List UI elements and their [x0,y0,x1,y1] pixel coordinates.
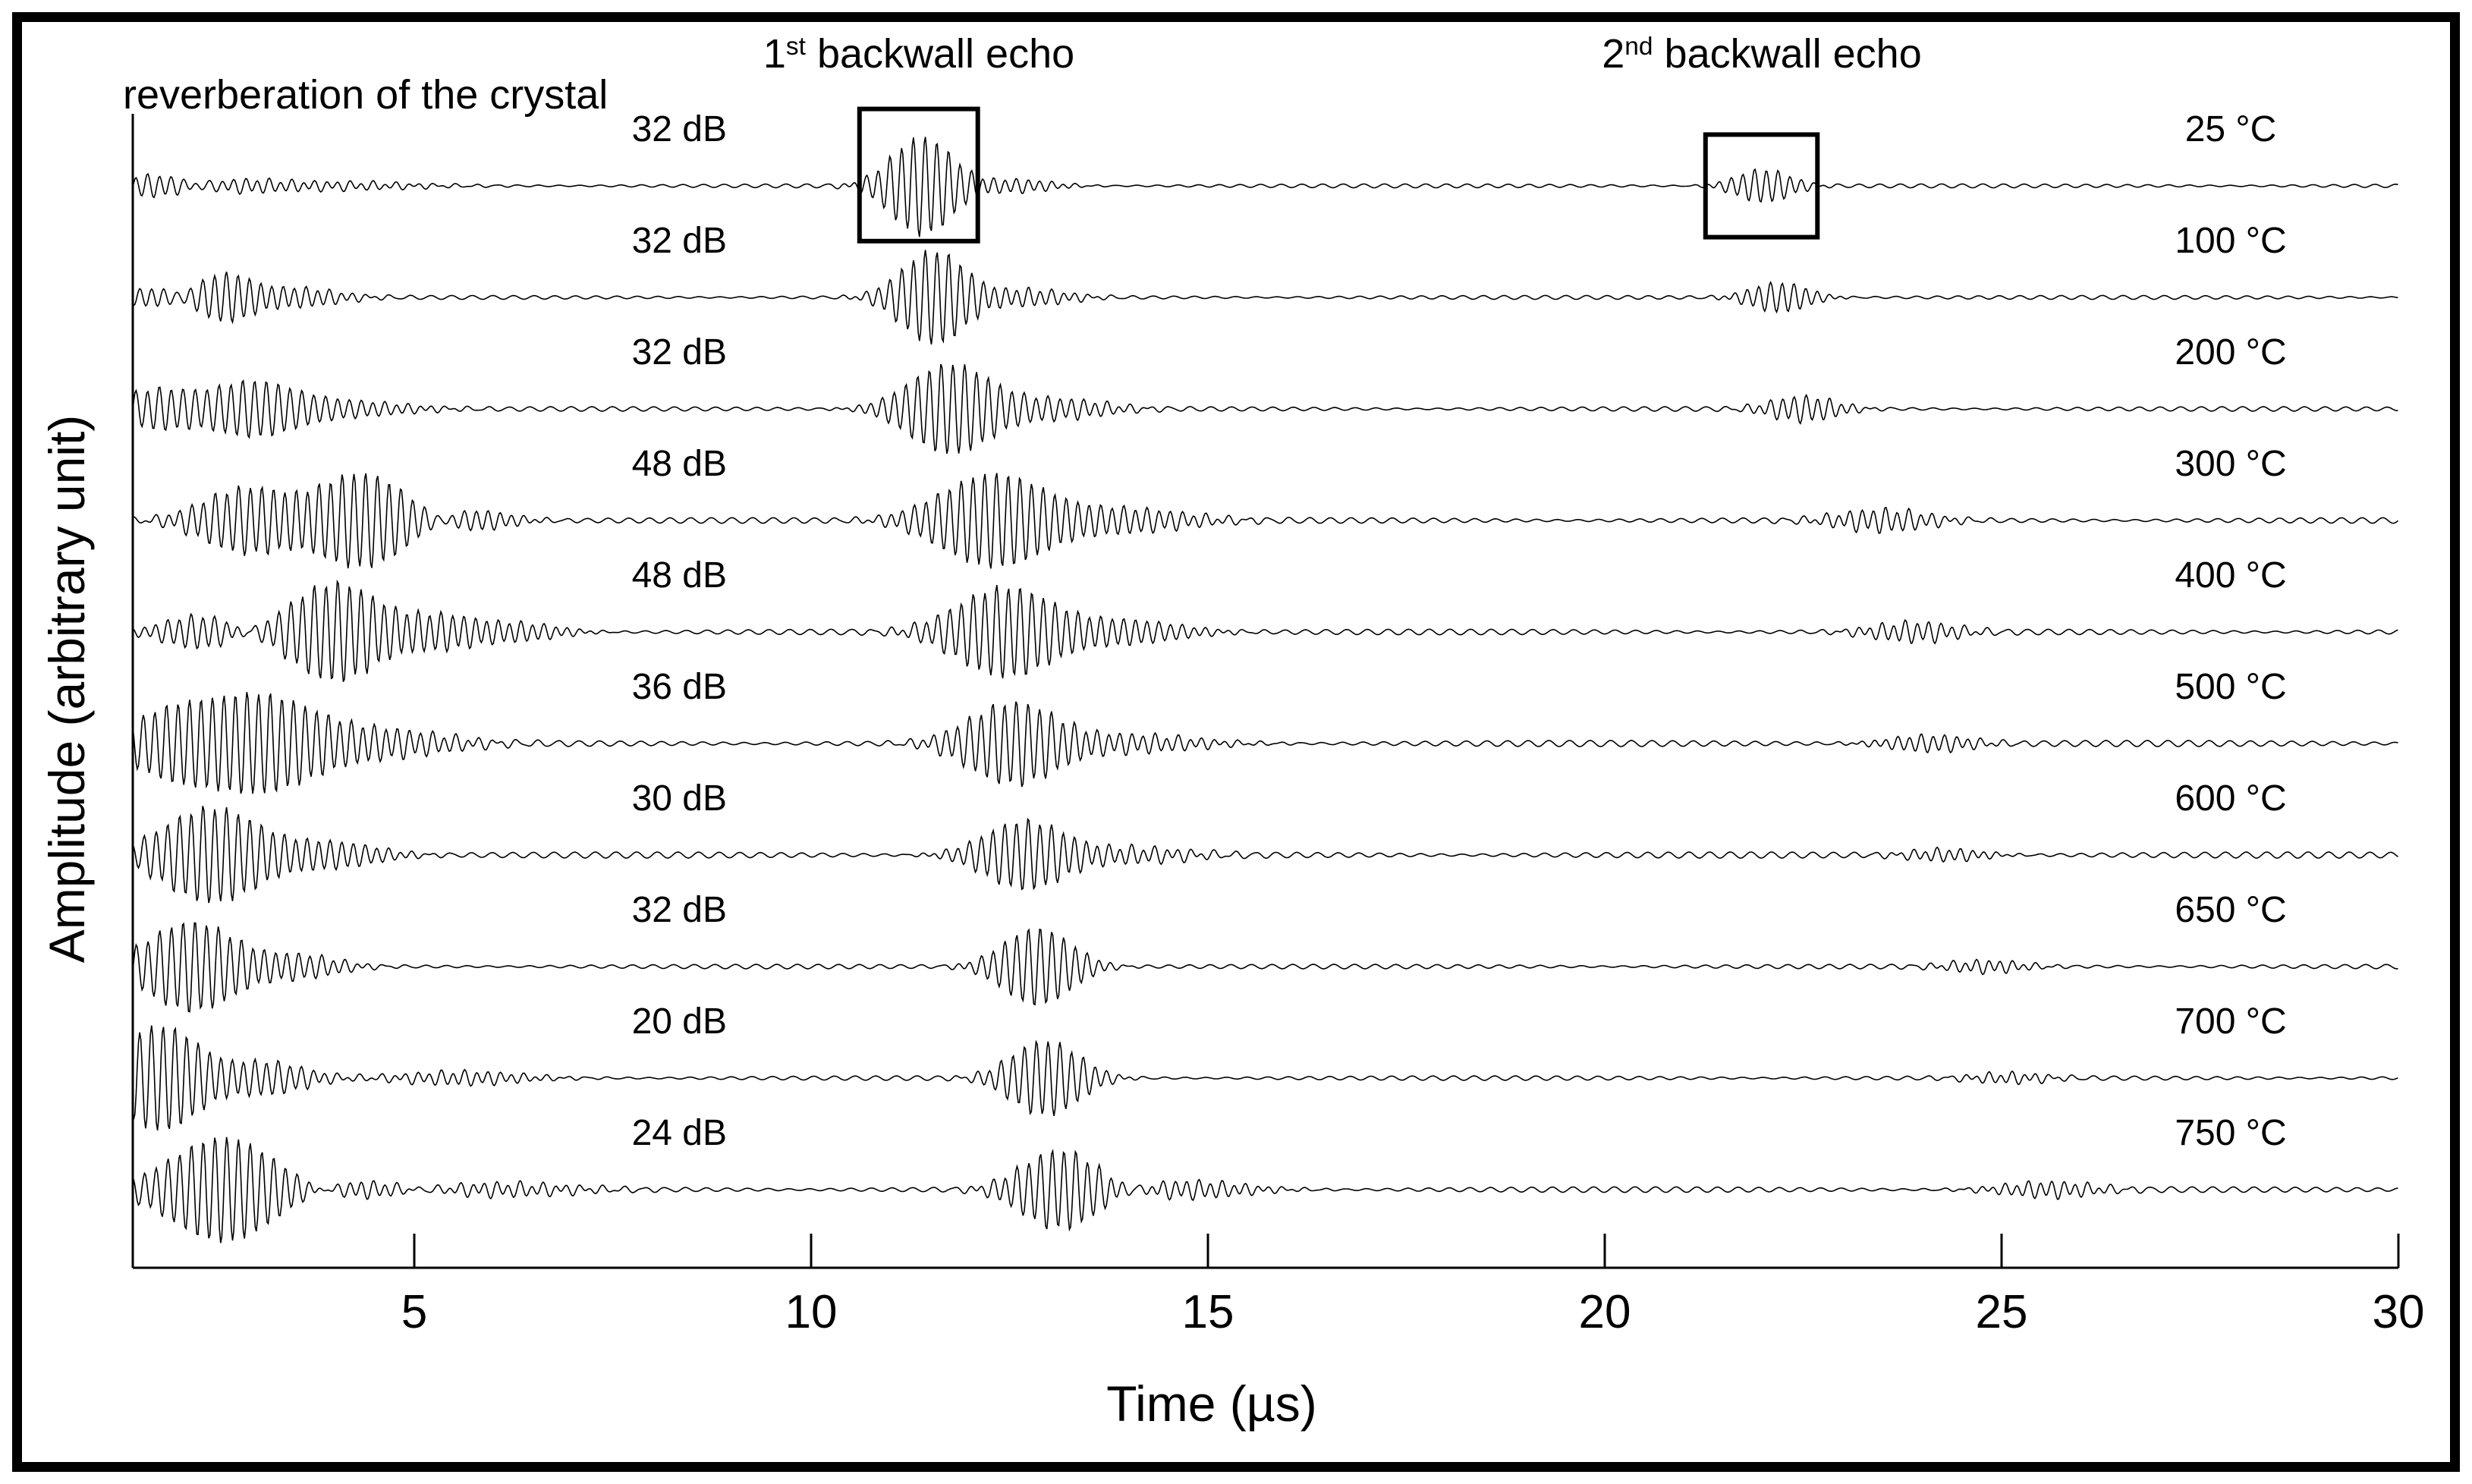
waveform-trace [131,363,2398,454]
temperature-label: 100 °C [2175,221,2287,261]
waveform-trace [131,692,2398,794]
waveform-trace [132,579,2398,682]
x-tick-label: 10 [785,1286,838,1338]
annotation-first-backwall-echo: 1st backwall echo [763,31,1075,77]
first-echo-ordinal-suffix: st [785,33,806,61]
gain-label: 32 dB [631,332,727,373]
temperature-label: 650 °C [2175,890,2287,930]
temperature-label: 700 °C [2175,1001,2287,1042]
x-tick-label: 5 [401,1286,428,1338]
temperature-label: 25 °C [2184,109,2277,149]
temperature-label: 600 °C [2175,778,2287,819]
second-echo-number: 2 [1602,31,1625,77]
annotation-reverberation-text: reverberation of the crystal [123,72,609,118]
figure-border [12,12,2460,1472]
waveform-trace [132,806,2398,904]
y-axis-title: Amplitude (arbitrary unit) [39,414,95,964]
highlight-box-first-echo [857,106,980,244]
waveform-trace [132,473,2399,569]
waveform-trace [131,922,2398,1013]
temperature-label: 500 °C [2175,667,2287,707]
gain-label: 30 dB [631,778,727,819]
first-echo-number: 1 [763,31,786,77]
x-tick-label: 30 [2372,1286,2425,1338]
gain-label: 48 dB [631,444,727,484]
second-echo-text: backwall echo [1653,31,1922,77]
first-echo-text: backwall echo [805,31,1075,77]
x-tick-label: 25 [1975,1286,2028,1338]
gain-label: 32 dB [631,109,727,149]
waveform-trace [131,137,2398,237]
second-echo-ordinal-suffix: nd [1624,33,1653,61]
gain-label: 48 dB [631,555,727,596]
gain-label: 36 dB [631,667,727,707]
annotation-second-backwall-echo: 2nd backwall echo [1602,31,1922,77]
temperature-label: 300 °C [2175,444,2287,484]
x-tick-label: 20 [1578,1286,1631,1338]
x-tick-label: 15 [1181,1286,1234,1338]
gain-label: 20 dB [631,1001,727,1042]
temperature-label: 400 °C [2175,555,2287,596]
waveform-trace [132,1137,2398,1243]
gain-label: 32 dB [631,890,727,930]
temperature-label: 750 °C [2175,1113,2287,1153]
waveform-trace [132,250,2398,345]
waveform-trace [131,1025,2398,1131]
annotation-reverberation: reverberation of the crystal [123,72,609,118]
gain-label: 32 dB [631,221,727,261]
highlight-box-second-echo [1703,132,1820,240]
x-axis-title: Time (µs) [1106,1376,1317,1432]
temperature-label: 200 °C [2175,332,2287,373]
gain-label: 24 dB [631,1113,727,1153]
